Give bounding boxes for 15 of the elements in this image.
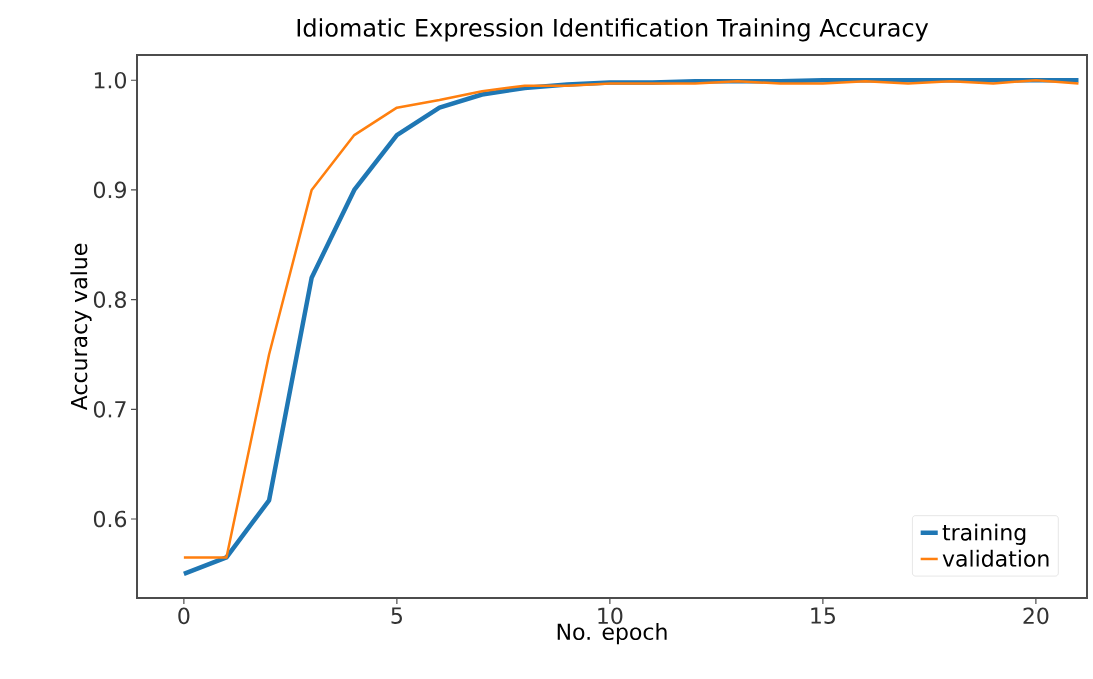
x-tick-label: 20 [1023,607,1049,625]
x-axis-title: No. epoch [557,623,667,645]
legend-label: validation [942,549,1049,567]
x-tick-label: 0 [178,607,190,625]
x-tick-label: 15 [811,607,835,624]
x-tick-label: 10 [598,607,623,625]
y-tick-label: 0.6 [93,510,127,528]
y-tick-label: 0.8 [93,291,126,308]
y-axis-title: Accuracy value [70,243,92,411]
x-tick-label: 5 [391,607,402,624]
chart-title: Idiomatic Expression Identification Training Accuracy [297,18,929,42]
legend-label: training [942,523,1026,545]
y-tick-label: 1.0 [94,71,126,89]
y-tick-label: 0.7 [93,401,126,418]
y-tick-label: 0.9 [93,181,126,199]
